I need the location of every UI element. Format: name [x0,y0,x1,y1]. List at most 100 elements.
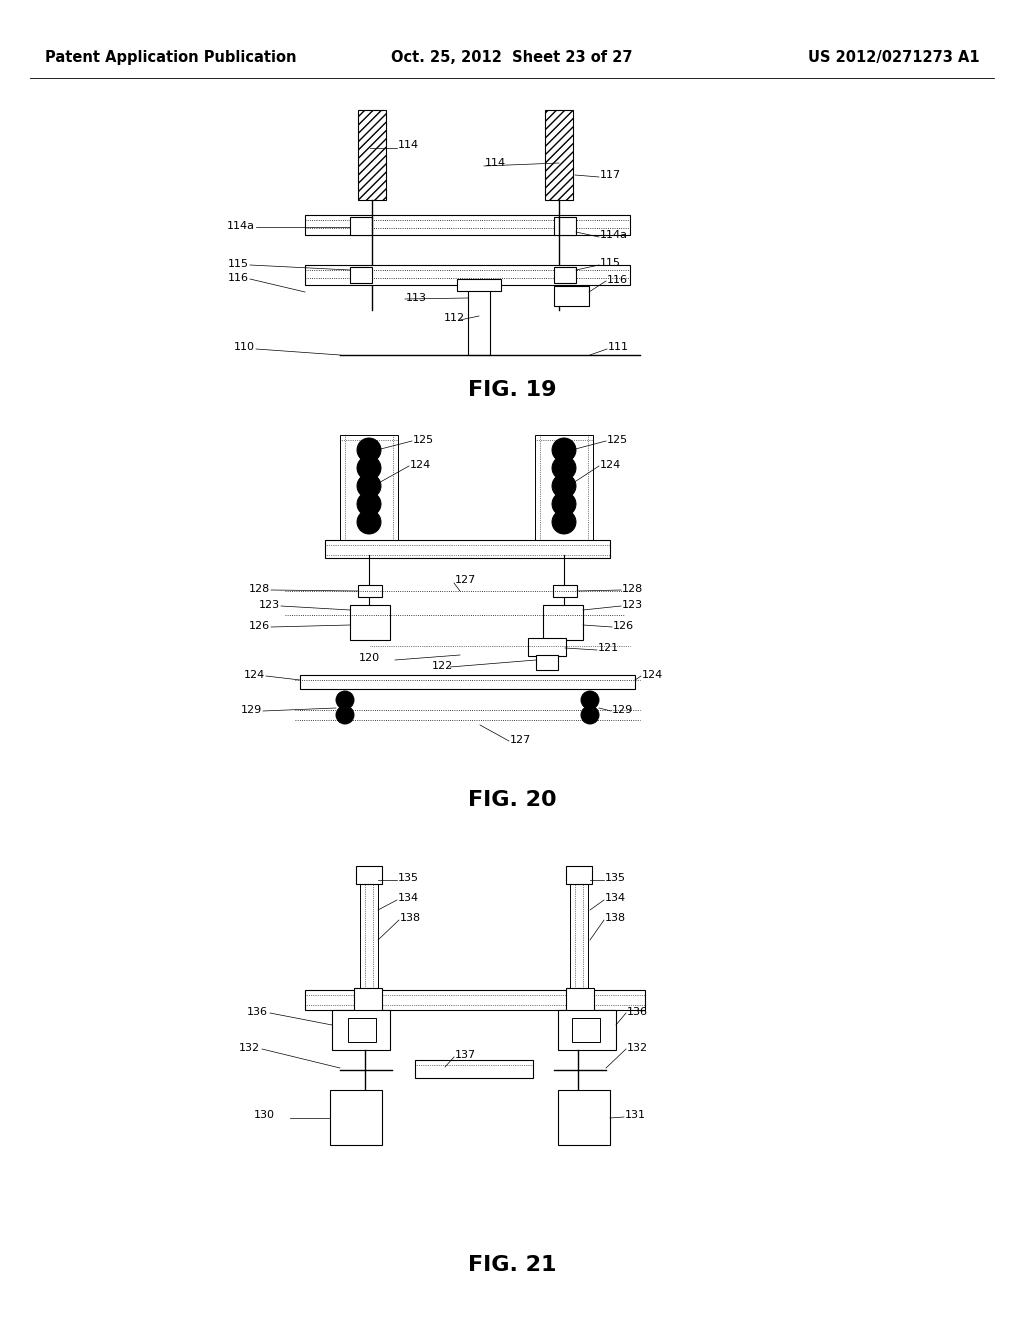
Circle shape [552,455,575,480]
Circle shape [357,438,381,462]
Bar [554,267,575,282]
Circle shape [361,513,377,531]
Bar [330,1090,382,1144]
Bar [535,436,593,545]
Bar [457,279,501,290]
Bar [305,265,630,285]
Text: 132: 132 [239,1043,260,1053]
Circle shape [581,706,599,723]
Bar [358,585,382,597]
Circle shape [552,474,575,498]
Circle shape [336,690,354,709]
Bar [566,866,592,884]
Text: 124: 124 [244,671,265,680]
Bar [350,605,390,640]
Text: 114a: 114a [600,230,628,240]
Text: Oct. 25, 2012  Sheet 23 of 27: Oct. 25, 2012 Sheet 23 of 27 [391,50,633,65]
Text: 138: 138 [605,913,626,923]
Text: 126: 126 [613,620,634,631]
Bar [572,1018,600,1041]
Text: 110: 110 [234,342,255,352]
Circle shape [357,492,381,516]
Circle shape [552,492,575,516]
Text: 131: 131 [625,1110,646,1119]
Bar [536,655,558,671]
Text: 125: 125 [607,436,628,445]
Circle shape [361,459,377,477]
Text: 114: 114 [398,140,419,150]
Text: 127: 127 [455,576,476,585]
Text: 120: 120 [358,653,380,663]
Circle shape [556,513,572,531]
Text: 115: 115 [228,259,249,269]
Bar [545,110,573,201]
Text: 112: 112 [444,313,465,323]
Text: 137: 137 [455,1049,476,1060]
Text: 129: 129 [612,705,633,715]
Text: 132: 132 [627,1043,648,1053]
Bar [554,216,575,235]
Bar [570,870,588,1001]
Text: 128: 128 [249,583,270,594]
Text: 127: 127 [510,735,531,744]
Text: 136: 136 [627,1007,648,1016]
Text: 111: 111 [608,342,629,352]
Text: 138: 138 [400,913,421,923]
Text: 124: 124 [410,459,431,470]
Circle shape [357,455,381,480]
Bar [543,605,583,640]
Bar [305,215,630,235]
Circle shape [552,438,575,462]
Text: 124: 124 [600,459,622,470]
Bar [558,1010,616,1049]
Circle shape [361,478,377,494]
Bar [354,987,382,1012]
Bar [415,1060,534,1078]
Bar [554,286,589,306]
Text: 116: 116 [607,275,628,285]
Circle shape [357,510,381,535]
Bar [332,1010,390,1049]
Bar [340,436,398,545]
Bar [358,110,386,201]
Bar [558,1090,610,1144]
Text: FIG. 19: FIG. 19 [468,380,556,400]
Bar [348,1018,376,1041]
Text: Patent Application Publication: Patent Application Publication [45,50,297,65]
Text: 125: 125 [413,436,434,445]
Text: 129: 129 [241,705,262,715]
Text: 123: 123 [622,601,643,610]
Text: 135: 135 [605,873,626,883]
Text: 128: 128 [622,583,643,594]
Text: 130: 130 [254,1110,275,1119]
Bar [528,638,566,656]
Circle shape [552,510,575,535]
Text: FIG. 20: FIG. 20 [468,789,556,810]
Text: 135: 135 [398,873,419,883]
Text: 134: 134 [605,894,626,903]
Circle shape [336,706,354,723]
Bar [566,987,594,1012]
Text: 117: 117 [600,170,622,180]
Bar [300,675,635,689]
Text: 124: 124 [642,671,664,680]
Text: FIG. 21: FIG. 21 [468,1255,556,1275]
Text: 113: 113 [406,293,427,304]
Bar [350,267,372,282]
Circle shape [361,442,377,458]
Circle shape [556,442,572,458]
Bar [325,540,610,558]
Circle shape [357,474,381,498]
Bar [468,280,490,355]
Circle shape [581,690,599,709]
Text: 134: 134 [398,894,419,903]
Circle shape [556,459,572,477]
Text: 114: 114 [485,158,506,168]
Bar [360,870,378,1001]
Bar [305,990,645,1010]
Text: 114a: 114a [227,220,255,231]
Text: 116: 116 [228,273,249,282]
Circle shape [556,478,572,494]
Circle shape [361,496,377,512]
Text: 126: 126 [249,620,270,631]
